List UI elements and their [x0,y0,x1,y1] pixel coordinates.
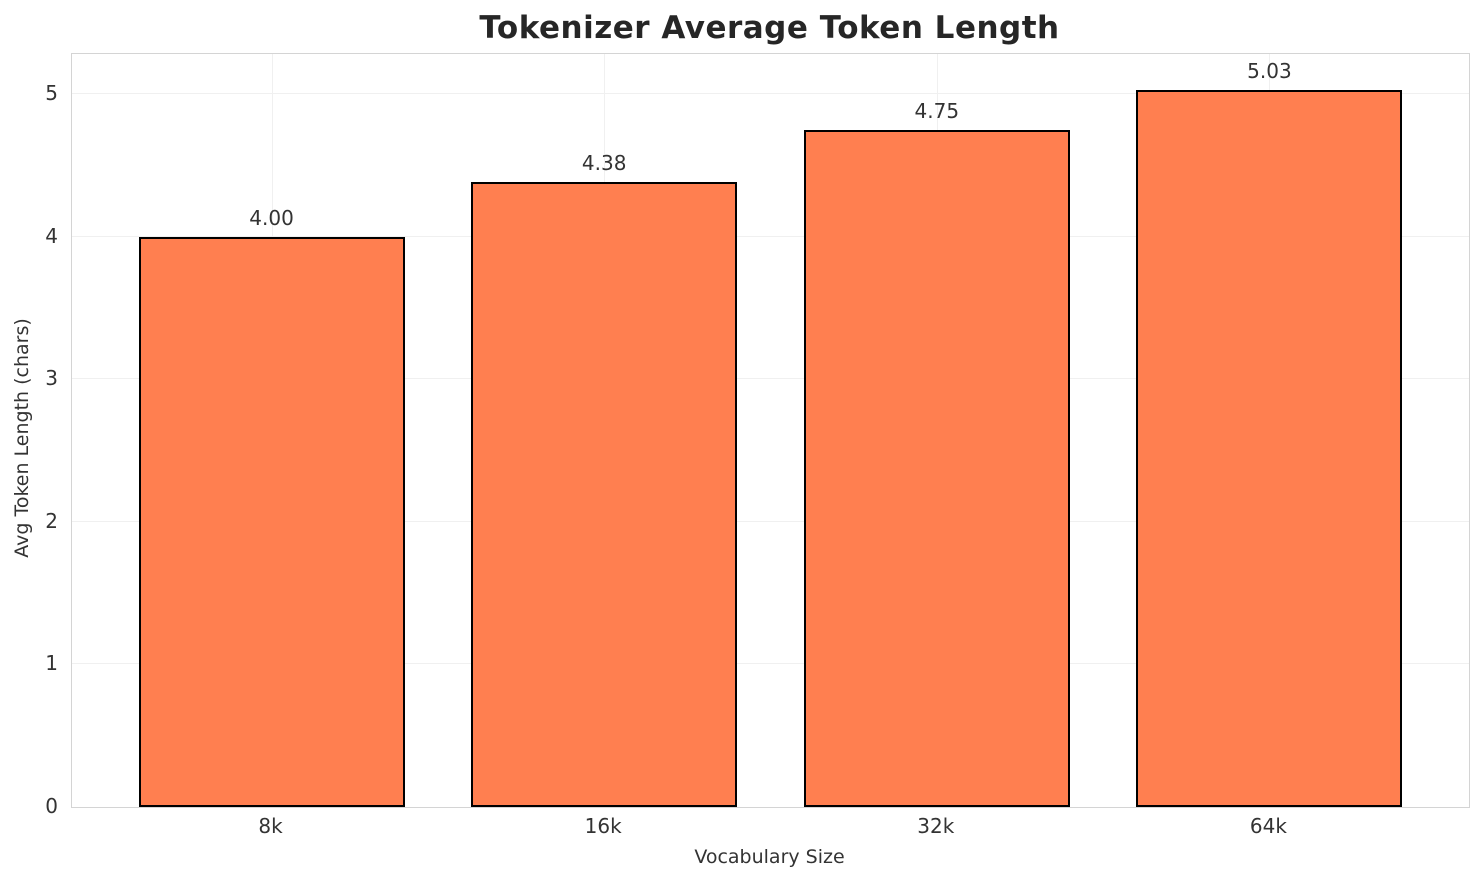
bar-value-label: 4.75 [914,98,960,123]
bar-32k [803,129,1070,807]
bar-value-label: 5.03 [1247,58,1292,83]
y-gridline [72,235,1469,237]
y-tick-label: 1 [45,651,58,676]
x-tick-label: 64k [1249,814,1287,838]
bar-value-label: 4.38 [581,151,627,176]
plot-area: 4.00 4.38 4.75 5.03 [71,53,1470,808]
bar-value-label: 4.00 [249,205,294,230]
y-gridline [72,663,1469,665]
bar-8k [138,236,405,807]
y-tick-label: 5 [45,80,58,105]
y-gridline [72,520,1469,522]
y-tick-label: 4 [45,223,58,248]
bar-64k [1136,89,1403,807]
x-tick-label: 32k [917,814,955,838]
y-gridline [72,378,1469,380]
y-gridline [72,92,1469,94]
x-axis-label: Vocabulary Size [694,846,845,868]
x-tick-label: 8k [258,814,283,838]
x-tick-label: 16k [584,814,622,838]
y-tick-label: 2 [45,508,58,533]
y-tick-label: 0 [45,794,58,818]
chart-title: Tokenizer Average Token Length [479,10,1060,46]
y-tick-label: 3 [45,366,58,391]
bar-16k [471,182,738,807]
